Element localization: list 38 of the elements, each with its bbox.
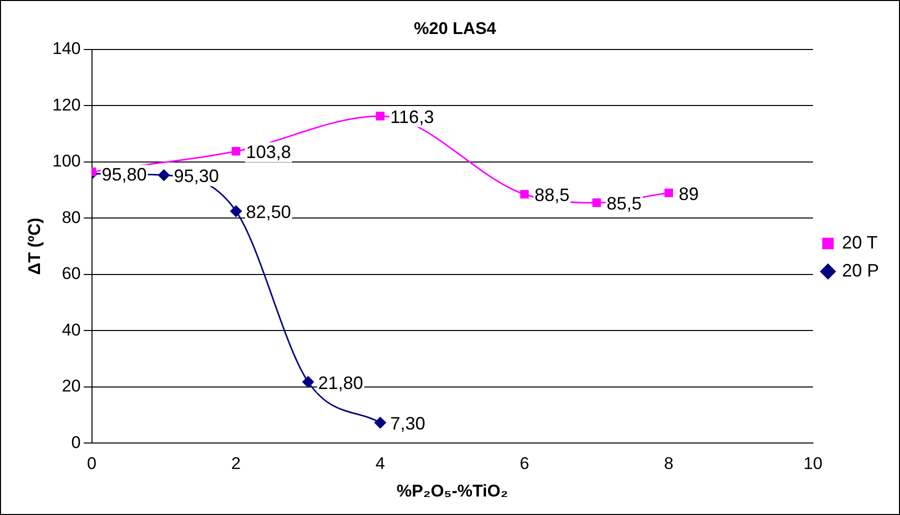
y-tick-label: 60 <box>62 264 81 284</box>
y-tick-label: 100 <box>52 152 81 171</box>
point <box>376 112 385 120</box>
y-tick-label: 80 <box>62 208 81 227</box>
y-tick-label: 120 <box>52 95 81 114</box>
x-tick-label: 8 <box>664 454 674 474</box>
point <box>374 416 386 428</box>
chart-title: %20 LAS4 <box>414 18 497 38</box>
y-tick-label: 140 <box>52 39 81 58</box>
data-label: 116,3 <box>390 107 434 128</box>
data-label: 7,30 <box>390 414 426 434</box>
data-label: 88,5 <box>534 185 570 206</box>
point <box>302 376 314 388</box>
data-label: 21,80 <box>318 372 364 393</box>
point <box>520 190 529 199</box>
data-label: 103,8 <box>246 142 292 162</box>
y-tick-label: 40 <box>62 320 81 340</box>
point <box>230 205 242 217</box>
point <box>592 198 601 207</box>
x-tick-label: 6 <box>520 454 530 474</box>
data-label: 82,50 <box>246 202 292 222</box>
data-label: 95,80 <box>102 164 147 185</box>
y-tick-label: 0 <box>71 432 81 452</box>
point <box>158 169 170 181</box>
point <box>232 146 240 156</box>
y-axis-title: ΔT (ºC) <box>24 218 44 275</box>
x-axis-title: %P₂O₅-%TiO₂ <box>396 481 508 500</box>
x-tick-label: 4 <box>376 454 385 474</box>
x-tick-label: 0 <box>87 454 96 474</box>
legend-label: 20 P <box>842 260 880 280</box>
data-label: 95,30 <box>174 166 219 186</box>
y-tick-label: 20 <box>62 376 81 396</box>
data-label: 85,5 <box>606 194 642 214</box>
x-tick-label: 10 <box>804 454 822 474</box>
data-label: 89 <box>678 184 699 204</box>
x-tick-label: 2 <box>231 454 241 474</box>
legend-label: 20 T <box>842 232 878 252</box>
point <box>664 188 674 198</box>
